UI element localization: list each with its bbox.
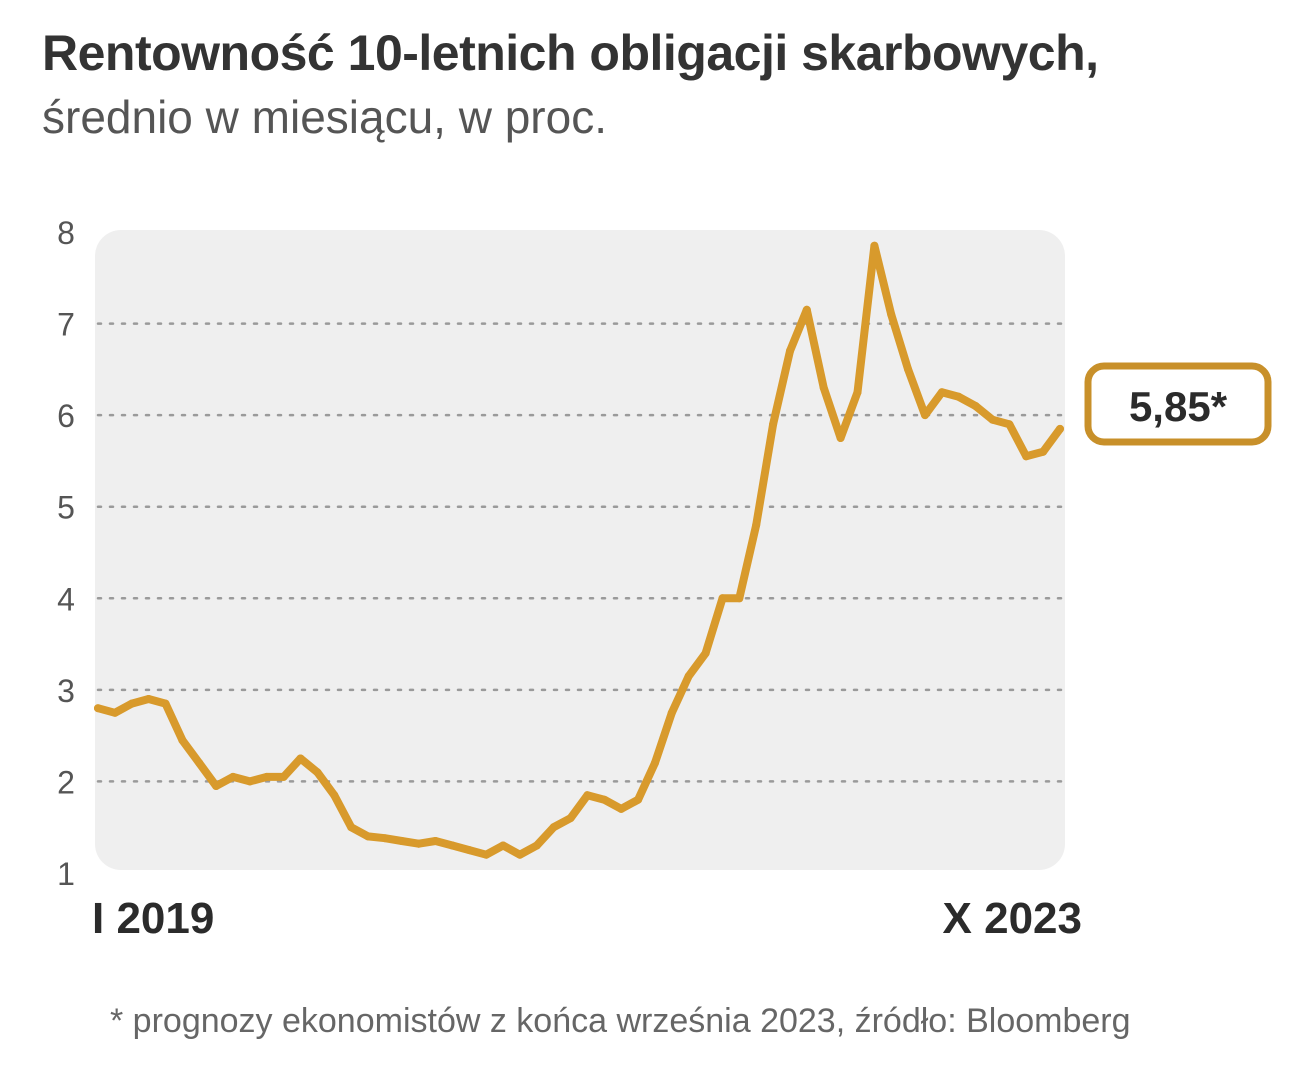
data-point: [971, 402, 980, 410]
data-point: [515, 850, 524, 859]
y-axis-ticks: 1 2 3 4 5 6 7 8: [57, 215, 75, 892]
y-tick-label: 4: [57, 581, 75, 617]
data-point: [448, 841, 457, 850]
data-point: [127, 699, 136, 708]
data-point: [94, 704, 102, 713]
y-tick-label: 2: [57, 764, 75, 800]
data-point: [330, 791, 339, 800]
data-point: [414, 839, 423, 848]
data-point: [212, 782, 221, 790]
x-start-label: I 2019: [92, 894, 214, 943]
y-tick-label: 8: [57, 215, 75, 251]
plot-panel: [95, 230, 1065, 870]
data-point: [1056, 424, 1064, 433]
y-tick-label: 6: [57, 398, 75, 434]
data-point: [347, 823, 356, 832]
y-tick-label: 1: [57, 856, 75, 892]
data-point: [229, 772, 237, 781]
data-point: [364, 832, 372, 841]
data-point: [431, 837, 440, 845]
line-chart: 1 2 3 4 5 6 7 8 I 2019 X 2023 5,85*: [57, 215, 1272, 943]
data-point: [937, 388, 946, 397]
data-point: [161, 699, 170, 708]
data-point: [296, 754, 305, 763]
data-point: [870, 241, 879, 250]
data-point: [904, 365, 913, 374]
data-point: [887, 310, 896, 319]
end-value-callout: 5,85*: [1084, 362, 1272, 446]
data-point: [178, 736, 187, 745]
chart-title: Rentowność 10-letnich obligacji skarbowy…: [42, 25, 1099, 81]
data-point: [769, 420, 778, 429]
data-point: [397, 837, 406, 845]
data-point: [380, 834, 389, 843]
data-point: [313, 768, 322, 777]
data-point: [684, 672, 693, 681]
series-points: [94, 241, 1064, 859]
grid-lines: [96, 322, 1064, 783]
data-point: [853, 388, 862, 397]
data-point: [988, 415, 997, 424]
data-point: [617, 804, 626, 813]
data-point: [195, 759, 204, 768]
data-point: [752, 521, 761, 529]
data-point: [650, 759, 659, 768]
data-point: [954, 392, 963, 401]
data-point: [735, 594, 744, 603]
chart-subtitle: średnio w miesiącu, w proc.: [42, 91, 607, 143]
data-point: [836, 434, 845, 442]
source-footnote: * prognozy ekonomistów z końca września …: [110, 1002, 1131, 1040]
data-point: [566, 814, 575, 823]
y-tick-label: 7: [57, 307, 75, 343]
data-point: [465, 846, 474, 855]
y-tick-label: 5: [57, 490, 75, 526]
data-point: [583, 791, 592, 800]
data-point: [549, 823, 558, 832]
x-end-label: X 2023: [943, 894, 1082, 943]
data-point: [1039, 447, 1048, 456]
data-point: [499, 841, 508, 850]
data-point: [802, 305, 811, 314]
data-point: [279, 772, 288, 781]
data-point: [634, 795, 643, 804]
data-point: [245, 777, 254, 786]
data-point: [532, 841, 541, 850]
data-point: [819, 383, 828, 392]
data-point: [110, 708, 119, 717]
end-value-label: 5,85*: [1129, 383, 1228, 430]
y-tick-label: 3: [57, 673, 75, 709]
data-point: [1005, 420, 1014, 429]
data-point: [786, 347, 794, 355]
data-point: [1022, 452, 1031, 461]
series-line: [94, 241, 1064, 859]
data-point: [921, 411, 929, 420]
data-point: [667, 708, 676, 717]
data-point: [482, 850, 491, 859]
data-point: [718, 594, 727, 603]
data-point: [144, 695, 153, 703]
data-point: [262, 772, 271, 781]
end-value-box: [1084, 362, 1272, 446]
data-point: [701, 649, 710, 658]
data-point: [600, 795, 609, 804]
